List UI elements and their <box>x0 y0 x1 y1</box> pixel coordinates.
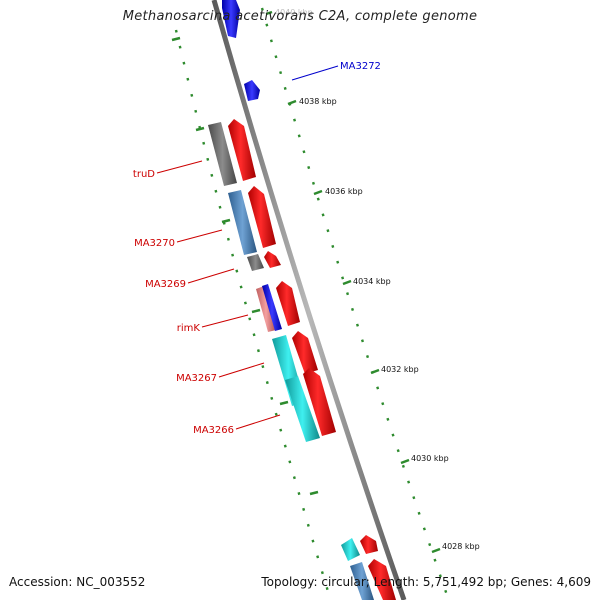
tick-label-4034: 4034 kbp <box>353 277 391 286</box>
leader-ma3267 <box>218 362 265 378</box>
gene-label-rimk: rimK <box>177 323 201 334</box>
accession-text: Accession: NC_003552 <box>9 575 146 589</box>
gene-label-ma3270: MA3270 <box>134 238 175 249</box>
gene-label-ma3266: MA3266 <box>193 425 234 436</box>
gene-feature-ma3266 <box>303 368 336 436</box>
gene-feature-top-blue <box>222 0 240 38</box>
gene-feature-trud-gray <box>208 122 237 186</box>
gene-feature-rimk <box>276 281 300 326</box>
gene-features <box>208 0 396 600</box>
leader-ma3266 <box>235 414 281 430</box>
tick-label-4032: 4032 kbp <box>381 365 419 374</box>
gene-feature-rimk-blue <box>262 284 282 331</box>
tick-label-4038: 4038 kbp <box>299 97 337 106</box>
tick-label-4036: 4036 kbp <box>325 187 363 196</box>
gene-feature-bottom-steel <box>350 562 374 600</box>
outer-ring-ticks <box>171 36 319 496</box>
gene-feature-bottom-red-1 <box>360 535 378 554</box>
map-title: Methanosarcina acetivorans C2A, complete… <box>122 9 478 24</box>
gene-label-ma3269: MA3269 <box>145 279 186 290</box>
gene-feature-ma3266-cyan <box>285 376 320 442</box>
gene-label-ma3267: MA3267 <box>176 373 217 384</box>
gene-feature-ma3270 <box>248 186 276 248</box>
tick-label-4030: 4030 kbp <box>411 454 449 463</box>
position-tick-labels: 4040 kbp 4038 kbp 4036 kbp 4034 kbp 4032… <box>275 8 480 551</box>
gene-label-leaders <box>156 65 339 430</box>
position-ticks <box>265 10 441 554</box>
gene-feature-bottom-cyan <box>341 538 360 561</box>
gene-feature-ma3269-gray <box>247 254 264 271</box>
gene-feature-ma3270-steel <box>228 190 257 255</box>
gene-label-trud: truD <box>133 169 155 180</box>
genome-backbone <box>211 0 407 600</box>
gene-feature-ma3267 <box>292 331 318 374</box>
tick-label-4040: 4040 kbp <box>275 8 313 17</box>
genome-summary-text: Topology: circular; Length: 5,751,492 bp… <box>261 575 591 589</box>
leader-rimk <box>201 314 249 328</box>
gene-feature-ma3269 <box>264 251 281 268</box>
leader-ma3269 <box>187 268 235 284</box>
gene-labels: MA3272 truD MA3270 MA3269 rimK MA3267 MA… <box>133 61 381 436</box>
tick-label-4028: 4028 kbp <box>442 542 480 551</box>
gene-feature-trud <box>228 119 256 181</box>
gene-feature-ma3272 <box>244 80 260 101</box>
gene-feature-bottom-red-2 <box>368 559 396 600</box>
leader-trud <box>156 160 203 174</box>
leader-ma3272 <box>291 65 339 81</box>
leader-ma3270 <box>176 229 223 243</box>
gene-feature-rimk-pink <box>256 286 276 332</box>
gene-label-ma3272: MA3272 <box>340 61 381 72</box>
